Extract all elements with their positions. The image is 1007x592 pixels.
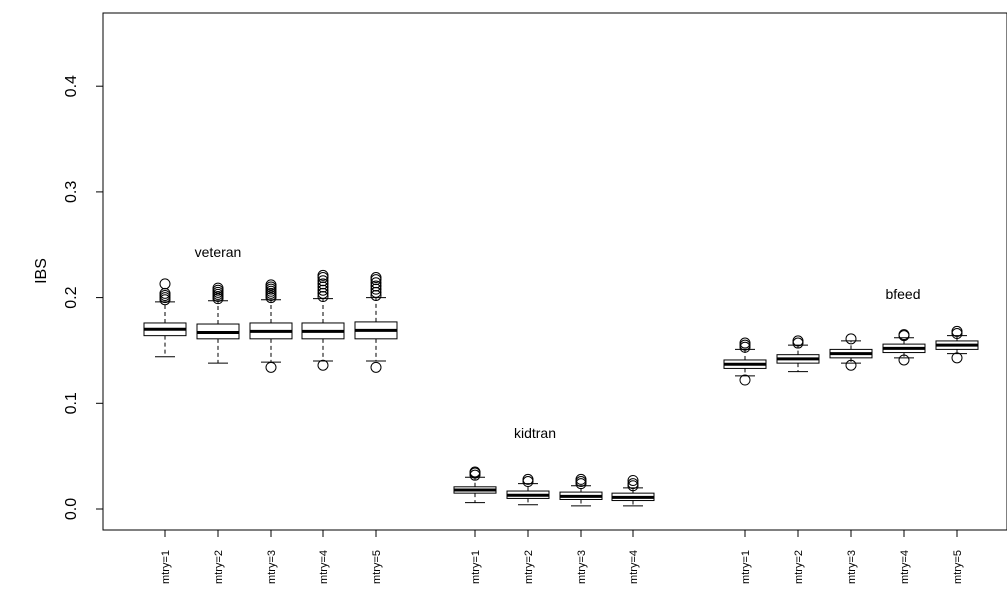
outlier-point — [845, 359, 857, 371]
y-axis: 0.0 0.1 0.2 0.3 0.4 — [63, 75, 103, 520]
outlier-point — [575, 476, 587, 488]
outlier-point — [627, 474, 639, 486]
box-item: mtry=4 — [301, 269, 345, 584]
y-tick-label: 0.0 — [63, 498, 80, 520]
outlier-point — [898, 354, 910, 366]
group-label: kidtran — [514, 425, 556, 441]
box-item: mtry=5 — [354, 272, 398, 584]
x-tick-label: mtry=2 — [213, 550, 225, 584]
box-item: mtry=2 — [506, 473, 550, 584]
outlier-point — [212, 282, 224, 294]
y-axis-label: IBS — [33, 258, 50, 284]
outlier-point — [159, 278, 171, 290]
box-item: mtry=5 — [935, 325, 979, 584]
box-item: mtry=2 — [776, 335, 820, 584]
x-tick-label: mtry=3 — [266, 550, 278, 584]
x-tick-label: mtry=1 — [160, 550, 172, 584]
box-item: mtry=4 — [882, 329, 926, 584]
outlier-point — [317, 359, 329, 371]
group-label: veteran — [195, 244, 242, 260]
x-tick-label: mtry=3 — [846, 550, 858, 584]
outlier-point — [317, 269, 329, 281]
outlier-point — [469, 466, 481, 478]
y-tick-label: 0.3 — [63, 181, 80, 203]
box-item: mtry=4 — [611, 474, 655, 584]
x-tick-label: mtry=3 — [576, 550, 588, 584]
box-item: mtry=3 — [559, 473, 603, 584]
y-tick-label: 0.2 — [63, 286, 80, 308]
outlier-point — [370, 277, 382, 289]
outlier-point — [317, 278, 329, 290]
box-group: veteran mtry=1 mtry=2 mtry=3 mtry=4 mtry=5 — [143, 244, 398, 584]
outlier-point — [370, 272, 382, 284]
plot-frame — [102, 12, 1007, 531]
outlier-point — [370, 361, 382, 373]
outlier-point — [522, 473, 534, 485]
outlier-point — [265, 361, 277, 373]
x-tick-label: mtry=5 — [371, 550, 383, 584]
box-item: mtry=1 — [453, 466, 497, 584]
box-item: mtry=2 — [196, 282, 240, 584]
outlier-point — [845, 333, 857, 345]
box-group: bfeed mtry=1 mtry=2 mtry=3 mtry=4 mtry=5 — [723, 286, 979, 584]
box-group: kidtran mtry=1 mtry=2 mtry=3 mtry=4 — [453, 425, 655, 584]
outlier-point — [792, 335, 804, 347]
outlier-point — [951, 352, 963, 364]
box-item: mtry=1 — [723, 337, 767, 584]
outlier-point — [265, 279, 277, 291]
x-tick-label: mtry=5 — [952, 550, 964, 584]
group-label: bfeed — [885, 286, 920, 302]
x-tick-label: mtry=4 — [628, 550, 640, 584]
outlier-point — [739, 337, 751, 349]
outlier-point — [370, 280, 382, 292]
box-item: mtry=3 — [829, 333, 873, 584]
outlier-point — [627, 478, 639, 490]
x-tick-label: mtry=1 — [740, 550, 752, 584]
x-tick-label: mtry=4 — [899, 550, 911, 584]
box-item: mtry=1 — [143, 278, 187, 584]
x-tick-label: mtry=1 — [470, 550, 482, 584]
outlier-point — [951, 325, 963, 337]
outlier-point — [522, 476, 534, 488]
outlier-point — [739, 374, 751, 386]
box-groups: veteran mtry=1 mtry=2 mtry=3 mtry=4 mtry=5 kid… — [143, 244, 979, 584]
outlier-point — [739, 339, 751, 351]
x-tick-label: mtry=2 — [793, 550, 805, 584]
x-tick-label: mtry=4 — [318, 550, 330, 584]
outlier-point — [575, 473, 587, 485]
outlier-point — [898, 329, 910, 341]
y-tick-label: 0.4 — [63, 75, 80, 97]
y-tick-label: 0.1 — [63, 392, 80, 414]
x-tick-label: mtry=2 — [523, 550, 535, 584]
outlier-point — [317, 275, 329, 287]
box-item: mtry=3 — [249, 279, 293, 584]
